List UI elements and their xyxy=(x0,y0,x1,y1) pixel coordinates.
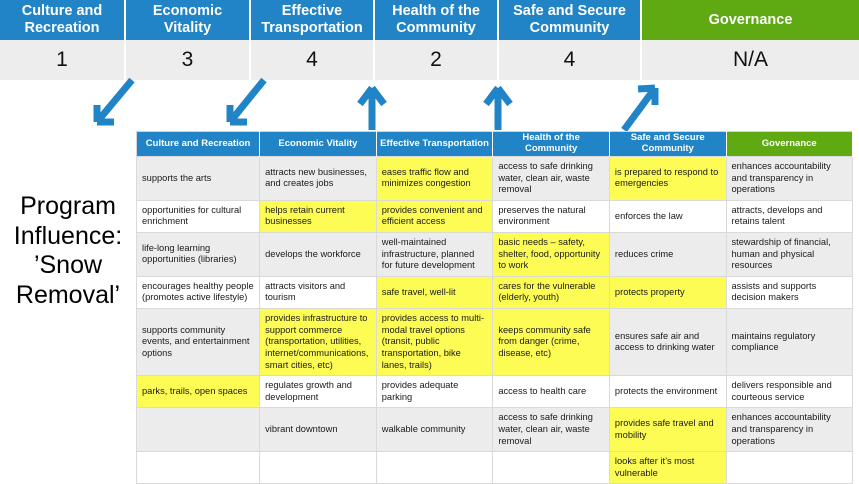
matrix-cell: protects property xyxy=(608,275,727,310)
matrix-cell: preserves the natural environment xyxy=(492,199,610,234)
matrix-cell: helps retain current businesses xyxy=(259,199,377,234)
scorecard-header-health-of-the-community: Health of the Community xyxy=(373,0,499,40)
matrix-row: parks, trails, open spaces regulates grow… xyxy=(135,375,854,409)
scorecard-value-governance: N/A xyxy=(640,40,859,80)
matrix-cell: protects the environment xyxy=(608,375,727,409)
matrix-cell: attracts new businesses, and creates job… xyxy=(259,156,377,201)
matrix-row: life-long learning opportunities (librar… xyxy=(135,232,854,277)
scorecard-value-row: 1 3 4 2 4 N/A xyxy=(0,40,859,80)
scorecard-value-culture-and-recreation: 1 xyxy=(0,40,126,80)
arrow-economic-vitality xyxy=(226,78,267,126)
scorecard-table: Culture and Recreation Economic Vitality… xyxy=(0,0,859,80)
matrix-cell: provides access to multi-modal travel op… xyxy=(375,308,494,377)
matrix-cell: access to safe drinking water, clean air… xyxy=(492,407,610,453)
arrow-culture-and-recreation xyxy=(93,78,135,126)
matrix-cell: well-maintained infrastructure, planned … xyxy=(375,232,494,277)
matrix-cell: ensures safe air and access to drinking … xyxy=(608,308,727,377)
matrix-cell xyxy=(375,451,494,484)
matrix-header-economic-vitality: Economic Vitality xyxy=(259,131,377,157)
matrix-cell: maintains regulatory compliance xyxy=(725,308,854,377)
matrix-cell: supports community events, and entertain… xyxy=(135,308,261,377)
matrix-row: looks after it’s most vulnerable xyxy=(135,451,854,484)
arrow-safe-and-secure-community xyxy=(621,84,659,132)
matrix-header-effective-transportation: Effective Transportation xyxy=(376,131,494,157)
scorecard-value-health-of-the-community: 2 xyxy=(373,40,499,80)
matrix-cell: enhances accountability and transparency… xyxy=(725,407,854,453)
scorecard-header-culture-and-recreation: Culture and Recreation xyxy=(0,0,126,40)
caption-line-1: Program xyxy=(20,192,116,220)
matrix-cell xyxy=(135,407,261,453)
matrix-cell: attracts, develops and retains talent xyxy=(725,199,854,234)
matrix-cell: provides safe travel and mobility xyxy=(608,407,727,453)
matrix-cell: supports the arts xyxy=(135,156,261,201)
matrix-cell: reduces crime xyxy=(608,232,727,277)
scorecard-strip: Culture and Recreation Economic Vitality… xyxy=(0,0,859,80)
matrix-cell: develops the workforce xyxy=(259,232,377,277)
matrix-cell: is prepared to respond to emergencies xyxy=(608,156,727,201)
matrix-cell: basic needs – safety, shelter, food, opp… xyxy=(492,232,610,277)
matrix-cell: vibrant downtown xyxy=(259,407,377,453)
matrix-cell: regulates growth and development xyxy=(259,375,377,409)
scorecard-header-safe-and-secure-community: Safe and Secure Community xyxy=(497,0,642,40)
matrix-cell: life-long learning opportunities (librar… xyxy=(135,232,261,277)
matrix-cell xyxy=(725,451,854,484)
arrow-health-of-the-community xyxy=(483,85,513,130)
matrix-cell: enhances accountability and transparency… xyxy=(725,156,854,201)
matrix-header-culture-and-recreation: Culture and Recreation xyxy=(136,131,261,157)
matrix-row: opportunities for cultural enrichment hel… xyxy=(135,199,854,234)
matrix-cell: looks after it’s most vulnerable xyxy=(608,451,727,484)
matrix-row: supports community events, and entertain… xyxy=(135,308,854,377)
matrix-header-health-of-the-community: Health of the Community xyxy=(492,131,610,157)
scorecard-header-effective-transportation: Effective Transportation xyxy=(249,0,375,40)
scorecard-value-economic-vitality: 3 xyxy=(124,40,251,80)
matrix-cell xyxy=(259,451,377,484)
matrix-cell: opportunities for cultural enrichment xyxy=(135,199,261,234)
matrix-header-governance: Governance xyxy=(726,131,854,157)
program-influence-caption: Program Influence: ’Snow Removal’ xyxy=(0,192,136,310)
caption-line-3: ’Snow xyxy=(33,251,103,279)
matrix-cell: stewardship of financial, human and phys… xyxy=(725,232,854,277)
arrow-group xyxy=(93,78,659,132)
matrix-row: supports the arts attracts new businesses… xyxy=(135,156,854,201)
matrix-cell: delivers responsible and courteous servi… xyxy=(725,375,854,409)
matrix-cell: eases traffic flow and minimizes congest… xyxy=(375,156,494,201)
matrix-body: supports the arts attracts new businesses… xyxy=(135,156,854,484)
matrix-cell: access to safe drinking water, clean air… xyxy=(492,156,610,201)
scorecard-value-safe-and-secure-community: 4 xyxy=(497,40,642,80)
matrix-cell: walkable community xyxy=(375,407,494,453)
scorecard-header-governance: Governance xyxy=(640,0,859,40)
matrix-row: encourages healthy people (promotes acti… xyxy=(135,275,854,310)
matrix-cell: enforces the law xyxy=(608,199,727,234)
matrix-cell: parks, trails, open spaces xyxy=(135,375,261,409)
matrix-cell xyxy=(492,451,610,484)
influence-matrix-table: Culture and Recreation Economic Vitality… xyxy=(135,131,854,484)
scorecard-value-effective-transportation: 4 xyxy=(249,40,375,80)
matrix-cell: safe travel, well-lit xyxy=(375,275,494,310)
arrow-effective-transportation xyxy=(357,85,387,130)
matrix-cell: attracts visitors and tourism xyxy=(259,275,377,310)
matrix-row: vibrant downtown walkable community access… xyxy=(135,407,854,453)
matrix-header-row: Culture and Recreation Economic Vitality… xyxy=(136,131,854,157)
matrix-cell: provides convenient and efficient access xyxy=(375,199,494,234)
caption-line-4: Removal’ xyxy=(15,280,121,309)
scorecard-header-economic-vitality: Economic Vitality xyxy=(124,0,251,40)
matrix-cell: encourages healthy people (promotes acti… xyxy=(135,275,261,310)
matrix-cell: keeps community safe from danger (crime,… xyxy=(492,308,610,377)
matrix-cell: access to health care xyxy=(492,375,610,409)
scorecard-header-row: Culture and Recreation Economic Vitality… xyxy=(0,0,859,40)
matrix-cell: cares for the vulnerable (elderly, youth… xyxy=(492,275,610,310)
matrix-cell: assists and supports decision makers xyxy=(725,275,854,310)
matrix-header-safe-and-secure-community: Safe and Secure Community xyxy=(609,131,727,157)
caption-line-2: Influence: xyxy=(13,221,123,250)
matrix-cell xyxy=(135,451,261,484)
matrix-cell: provides adequate parking xyxy=(375,375,494,409)
matrix-cell: provides infrastructure to support comme… xyxy=(259,308,377,377)
